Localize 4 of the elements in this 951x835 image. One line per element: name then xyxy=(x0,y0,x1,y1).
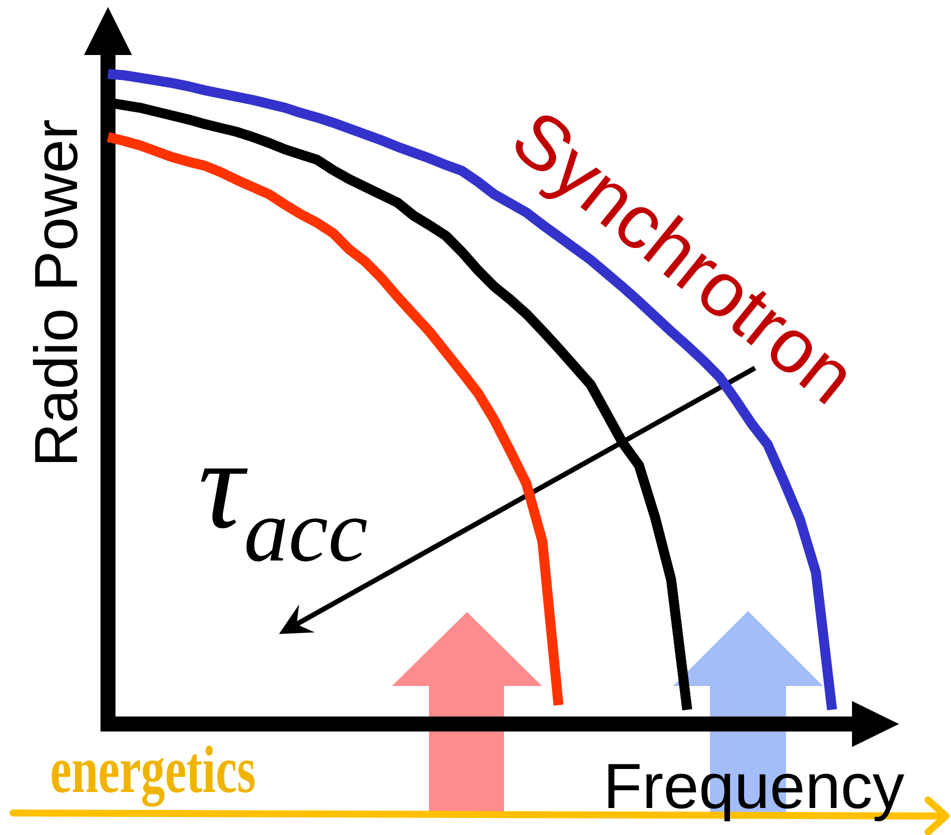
x-axis-title: Frequency xyxy=(608,764,904,822)
text: energetics xyxy=(52,746,255,807)
y-axis-title: Radio Power xyxy=(32,120,78,462)
annotation: τ$_{acc}$ xyxy=(201,468,367,562)
